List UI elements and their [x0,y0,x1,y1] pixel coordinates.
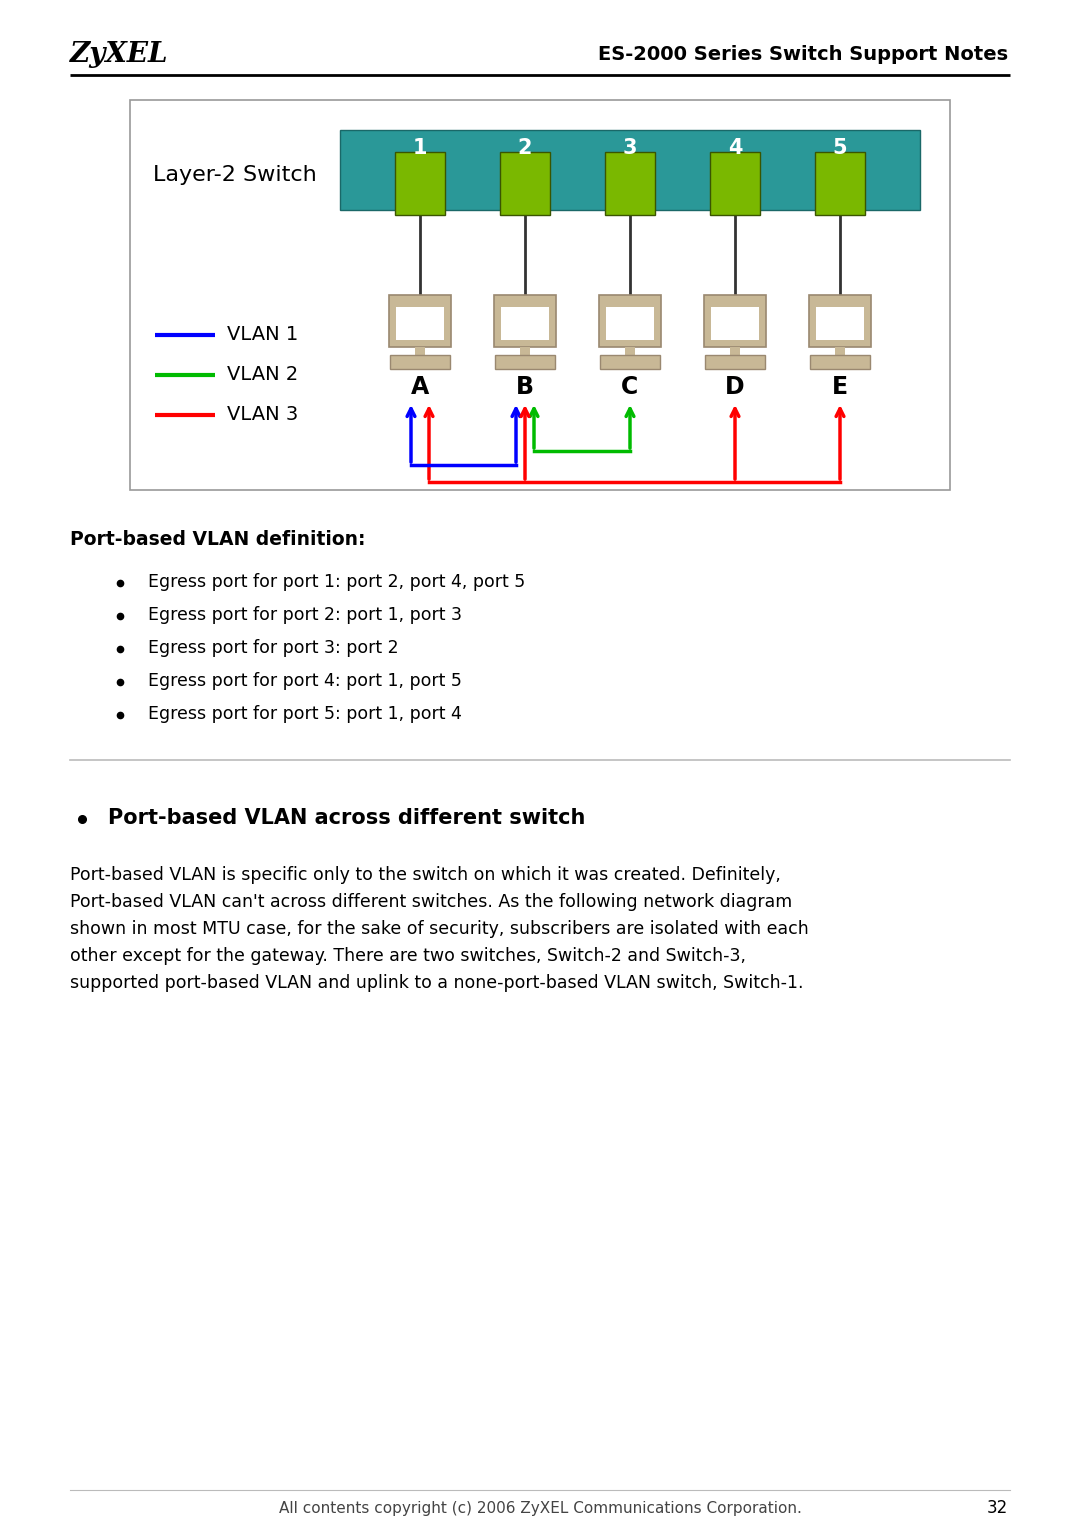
Text: C: C [621,374,638,399]
Bar [809,295,870,347]
Bar [389,295,451,347]
Text: Egress port for port 3: port 2: Egress port for port 3: port 2 [148,639,399,657]
Text: VLAN 3: VLAN 3 [227,405,298,425]
Text: E: E [832,374,848,399]
Bar [625,347,635,354]
Text: Egress port for port 5: port 1, port 4: Egress port for port 5: port 1, port 4 [148,704,462,723]
Bar [816,307,864,341]
Text: 2: 2 [517,138,532,157]
Bar [704,295,766,347]
Text: ZyXEL: ZyXEL [70,41,168,69]
Bar [810,354,870,368]
Text: 5: 5 [833,138,848,157]
Text: 4: 4 [728,138,742,157]
Text: Port-based VLAN across different switch: Port-based VLAN across different switch [108,808,585,828]
Text: 1: 1 [413,138,428,157]
Bar [815,151,865,215]
Text: other except for the gateway. There are two switches, Switch-2 and Switch-3,: other except for the gateway. There are … [70,947,746,966]
Bar [710,151,760,215]
Bar [599,295,661,347]
Text: VLAN 1: VLAN 1 [227,325,298,344]
Bar [835,347,845,354]
Text: B: B [516,374,534,399]
Text: shown in most MTU case, for the sake of security, subscribers are isolated with : shown in most MTU case, for the sake of … [70,920,809,938]
Text: Port-based VLAN is specific only to the switch on which it was created. Definite: Port-based VLAN is specific only to the … [70,866,781,885]
Bar [494,295,556,347]
Bar [340,130,920,209]
Bar [519,347,530,354]
Text: VLAN 2: VLAN 2 [227,365,298,385]
Text: Port-based VLAN can't across different switches. As the following network diagra: Port-based VLAN can't across different s… [70,892,793,911]
Bar [390,354,450,368]
Text: Egress port for port 2: port 1, port 3: Egress port for port 2: port 1, port 3 [148,607,462,623]
Text: 32: 32 [987,1499,1008,1517]
Text: 3: 3 [623,138,637,157]
Bar [705,354,765,368]
Bar [501,307,549,341]
Bar [395,151,445,215]
Bar [605,151,654,215]
Bar [730,347,740,354]
Text: ES-2000 Series Switch Support Notes: ES-2000 Series Switch Support Notes [598,46,1008,64]
Bar [606,307,654,341]
Text: Port-based VLAN definition:: Port-based VLAN definition: [70,530,365,549]
Text: All contents copyright (c) 2006 ZyXEL Communications Corporation.: All contents copyright (c) 2006 ZyXEL Co… [279,1500,801,1516]
Bar [495,354,555,368]
Bar [711,307,759,341]
Text: Egress port for port 1: port 2, port 4, port 5: Egress port for port 1: port 2, port 4, … [148,573,525,591]
Bar [500,151,550,215]
Text: Egress port for port 4: port 1, port 5: Egress port for port 4: port 1, port 5 [148,672,462,691]
Bar [396,307,444,341]
Bar [130,99,950,490]
Bar [600,354,660,368]
Bar [415,347,426,354]
Text: supported port-based VLAN and uplink to a none-port-based VLAN switch, Switch-1.: supported port-based VLAN and uplink to … [70,973,804,992]
Text: D: D [725,374,745,399]
Text: A: A [410,374,429,399]
Text: Layer-2 Switch: Layer-2 Switch [153,165,316,185]
